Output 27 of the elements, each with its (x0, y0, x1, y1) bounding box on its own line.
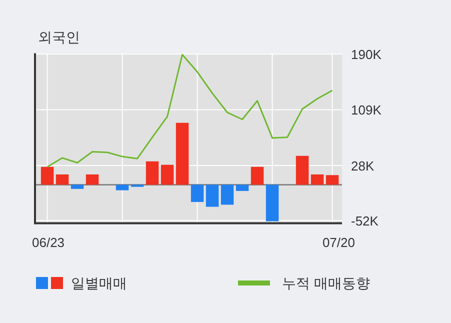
bar (236, 184, 249, 191)
y-tick-label: -52K (351, 214, 379, 229)
bar (56, 174, 69, 185)
bar (116, 184, 129, 190)
bar (296, 156, 309, 185)
bar (146, 161, 159, 185)
bar (206, 184, 219, 207)
y-tick-label: 109K (351, 102, 382, 118)
bar (266, 184, 279, 222)
y-tick-label: 28K (351, 158, 374, 174)
x-tick-label: 07/20 (322, 235, 355, 250)
bar (176, 122, 189, 185)
bar (220, 184, 234, 205)
legend-label: 누적 매매동향 (282, 275, 370, 291)
bar (326, 175, 339, 185)
bar (310, 174, 324, 185)
bar (70, 184, 84, 189)
bar (40, 166, 54, 185)
legend-label: 일별매매 (71, 275, 127, 291)
chart-title: 외국인 (38, 29, 80, 45)
bar (190, 184, 204, 202)
bar (250, 166, 264, 185)
x-tick-label: 06/23 (32, 235, 65, 250)
y-tick-label: 190K (351, 46, 382, 62)
bar (86, 174, 99, 185)
line-series (46, 54, 334, 168)
bar (160, 164, 174, 185)
